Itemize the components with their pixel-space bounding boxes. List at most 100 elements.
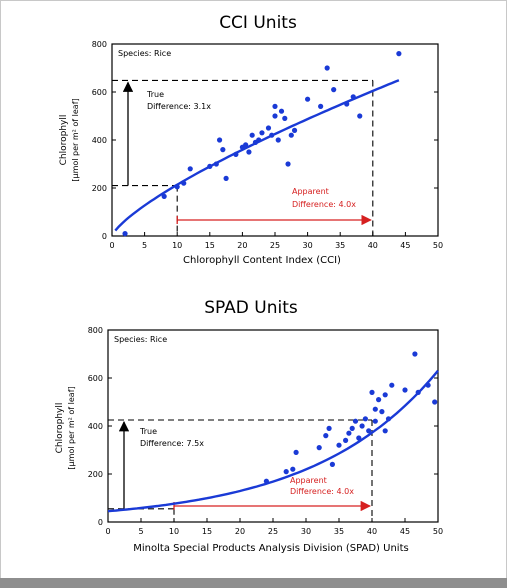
data-point: [161, 193, 167, 199]
x-axis-label-spad: Minolta Special Products Analysis Divisi…: [133, 543, 408, 554]
y-tick-label: 0: [98, 518, 103, 527]
data-point: [213, 161, 219, 167]
data-point: [359, 423, 365, 429]
apparent-diff-label-cci-line2: Difference: 4.0x: [292, 200, 356, 209]
data-point: [349, 425, 355, 431]
data-point: [389, 382, 395, 388]
x-tick-label: 40: [368, 241, 378, 250]
data-point: [362, 416, 368, 422]
data-point: [346, 430, 352, 436]
data-point: [396, 51, 402, 57]
x-tick-label: 0: [109, 241, 114, 250]
plot-group-spad: 0 5 10 15 20 25 30 35 40 45 50 0 200 400 600 800: [88, 326, 443, 536]
data-point: [415, 389, 421, 395]
y-axis-label-spad-line1: Chlorophyll: [55, 403, 65, 454]
data-point: [318, 103, 324, 109]
data-point: [412, 351, 418, 357]
data-point: [275, 137, 281, 143]
x-tick-label: 5: [142, 241, 147, 250]
data-point: [372, 418, 378, 424]
data-point: [329, 461, 335, 467]
data-point: [344, 101, 350, 107]
y-tick-label: 800: [88, 326, 103, 335]
data-point: [216, 137, 223, 143]
data-point: [249, 132, 255, 138]
apparent-diff-label-spad-line1: Apparent: [290, 476, 327, 485]
true-diff-label-cci-line1: True: [146, 90, 164, 99]
species-label-cci: Species: Rice: [118, 49, 171, 58]
data-point: [316, 445, 322, 451]
y-tick-label: 200: [88, 470, 103, 479]
data-point: [372, 406, 378, 412]
data-point: [293, 449, 299, 455]
data-point: [323, 433, 329, 439]
data-point: [382, 392, 388, 398]
x-tick-label: 50: [433, 241, 443, 250]
y-tick-label: 400: [92, 136, 107, 145]
data-point: [243, 142, 249, 148]
x-tick-label: 45: [400, 527, 410, 536]
data-point: [331, 87, 337, 93]
apparent-diff-label-cci-line1: Apparent: [292, 187, 329, 196]
data-point: [402, 387, 408, 393]
data-point: [432, 399, 438, 405]
x-tick-label: 20: [235, 527, 245, 536]
data-point: [376, 397, 382, 403]
fit-curve: [107, 369, 439, 513]
true-diff-label-cci-line2: Difference: 3.1x: [147, 102, 211, 111]
y-tick-label: 400: [88, 422, 103, 431]
x-tick-label: 35: [334, 527, 344, 536]
plot-area-frame: [111, 43, 439, 237]
plot-area-frame: [107, 329, 439, 523]
species-label-spad: Species: Rice: [114, 335, 167, 344]
x-tick-label: 30: [301, 527, 311, 536]
true-diff-label-spad-line2: Difference: 7.5x: [140, 439, 204, 448]
data-point: [233, 151, 239, 157]
chart-title-cci: CCI Units: [219, 13, 297, 33]
x-tick-label: 50: [433, 527, 443, 536]
data-point: [290, 466, 296, 472]
data-point: [350, 94, 356, 100]
y-tick-label: 200: [92, 184, 107, 193]
data-point: [288, 132, 294, 138]
data-point: [256, 137, 262, 143]
data-point: [272, 113, 278, 119]
data-point: [336, 442, 342, 448]
plot-group-cci: 0 5 10 15 20 25 30 35 40 45 50 0 200 400 600 800: [92, 40, 443, 250]
data-point: [379, 409, 385, 415]
x-tick-label: 0: [105, 527, 110, 536]
data-point: [246, 149, 252, 155]
y-tick-label: 600: [88, 374, 103, 383]
x-tick-label: 10: [169, 527, 179, 536]
y-axis-label-spad-line2: [μmol per m² of leaf]: [67, 386, 76, 469]
data-point: [181, 180, 187, 186]
x-tick-label: 10: [172, 241, 182, 250]
y-tick-label: 0: [102, 232, 107, 241]
x-tick-label: 25: [270, 241, 280, 250]
data-point: [282, 115, 288, 121]
data-point: [174, 184, 180, 190]
data-point: [382, 428, 388, 434]
data-point: [269, 132, 275, 138]
y-tick-label: 600: [92, 88, 107, 97]
data-point: [305, 96, 311, 102]
data-point: [265, 125, 272, 131]
data-point: [207, 163, 213, 169]
data-point: [187, 166, 193, 172]
data-point: [263, 478, 269, 484]
data-point: [223, 175, 229, 181]
x-tick-label: 30: [303, 241, 313, 250]
x-tick-label: 15: [202, 527, 212, 536]
x-tick-label: 5: [138, 527, 143, 536]
x-tick-label: 20: [237, 241, 247, 250]
x-axis-label-cci: Chlorophyll Content Index (CCI): [183, 255, 341, 266]
data-point: [425, 382, 431, 388]
data-point: [369, 389, 375, 395]
data-point: [324, 65, 330, 71]
true-diff-label-spad-line1: True: [139, 427, 157, 436]
y-axis-label-cci-line1: Chlorophyll: [59, 115, 69, 166]
data-point: [356, 435, 362, 441]
apparent-diff-label-spad-line2: Difference: 4.0x: [290, 487, 354, 496]
chart-title-spad: SPAD Units: [204, 298, 298, 318]
